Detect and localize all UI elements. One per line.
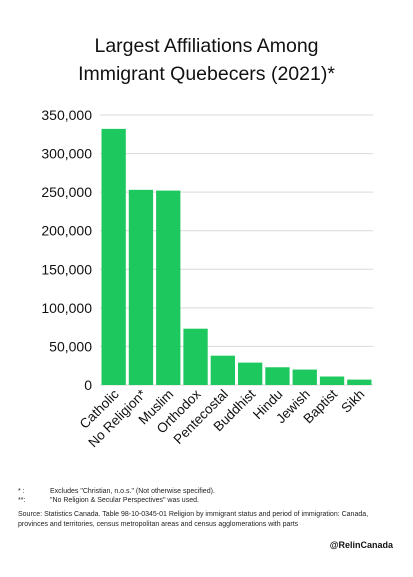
footnote-2-text: "No Religion & Secular Perspectives" was…: [50, 497, 199, 505]
chart-title: Largest Affiliations Among Immigrant Que…: [0, 32, 413, 88]
footnote-1-text: Excludes "Christian, n.o.s." (Not otherw…: [50, 488, 215, 495]
y-tick-label: 350,000: [41, 107, 92, 123]
footnote-1: * : Excludes "Christian, n.o.s." (Not ot…: [18, 487, 398, 496]
bar: [128, 189, 154, 385]
source-note: Source: Statistics Canada. Table 98-10-0…: [18, 511, 369, 528]
footnote-2: **: "No Religion & Secular Perspectives"…: [18, 496, 398, 505]
bar-chart: 0 50,000 100,000 150,000 200,000 250,000 300,0…: [41, 107, 373, 450]
bar: [347, 379, 372, 385]
y-tick-label: 200,000: [41, 223, 92, 239]
y-tick-label: 300,000: [41, 146, 92, 162]
y-tick-label: 50,000: [49, 338, 92, 354]
bar: [292, 369, 317, 385]
footnote-2-mark: **:: [18, 497, 26, 505]
x-tick-label: Sikh: [338, 387, 367, 416]
author-handle: @RelinCanada: [329, 540, 393, 550]
bar: [156, 190, 181, 385]
title-line-2: Immigrant Quebecers (2021)*: [78, 63, 335, 85]
footnote-1-mark: * :: [18, 488, 25, 495]
title-line-1: Largest Affiliations Among: [94, 35, 319, 57]
y-tick-label: 0: [84, 377, 92, 393]
bar: [183, 328, 208, 385]
y-tick-label: 150,000: [41, 261, 92, 277]
footnotes: * : Excludes "Christian, n.o.s." (Not ot…: [18, 487, 398, 506]
bar: [265, 367, 290, 385]
bar: [101, 128, 126, 385]
bar: [210, 355, 235, 385]
bar: [319, 376, 345, 385]
y-tick-label: 100,000: [41, 300, 92, 316]
bar: [238, 362, 263, 385]
y-tick-label: 250,000: [41, 184, 92, 200]
